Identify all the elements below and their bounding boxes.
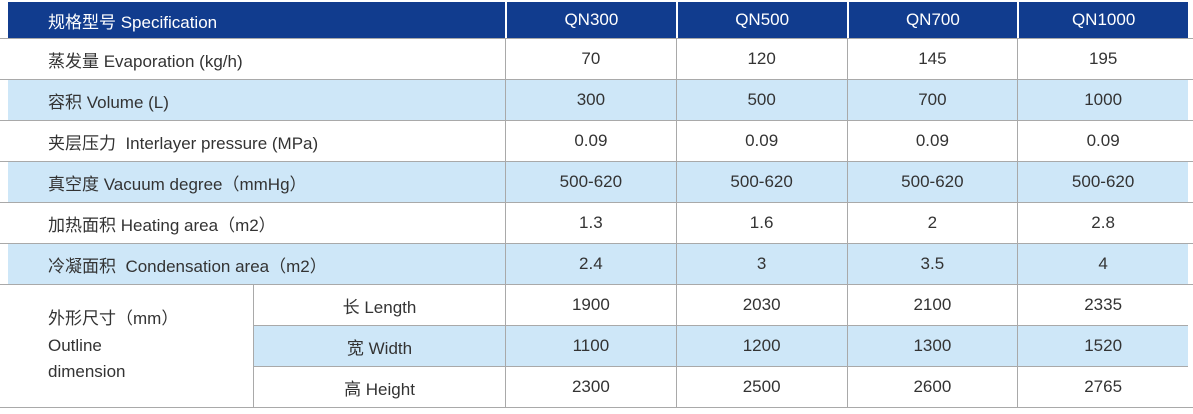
value-cell: 3.5 xyxy=(846,244,1018,284)
value-cell: 500-620 xyxy=(1017,162,1188,202)
value-cell: 300 xyxy=(505,80,676,120)
value-cell: 2030 xyxy=(675,285,847,325)
value-cell: 0.09 xyxy=(1017,121,1188,161)
dimension-group-label-line: Outline xyxy=(48,335,102,355)
column-header-qn500: QN500 xyxy=(675,2,847,38)
value-cell: 1100 xyxy=(505,326,676,366)
value-cell: 4 xyxy=(1017,244,1188,284)
table-row-length: 长 Length 1900 2030 2100 2335 xyxy=(253,285,1188,326)
header-label-cell: 规格型号 Specification xyxy=(8,2,505,38)
value-cell: 2.4 xyxy=(505,244,676,284)
value-cell: 195 xyxy=(1017,39,1188,79)
dimension-group-label-line: 外形尺寸（mm） xyxy=(48,309,179,329)
row-label-cell: 加热面积 Heating area（m2） xyxy=(8,203,505,243)
row-label-cell: 夹层压力 Interlayer pressure (MPa) xyxy=(8,121,505,161)
row-label-cell: 蒸发量 Evaporation (kg/h) xyxy=(8,39,505,79)
value-cell: 70 xyxy=(505,39,676,79)
value-cell: 2 xyxy=(846,203,1018,243)
value-cell: 1.3 xyxy=(505,203,676,243)
sub-label-cell: 长 Length xyxy=(253,285,505,325)
value-cell: 0.09 xyxy=(675,121,847,161)
value-cell: 1000 xyxy=(1017,80,1188,120)
value-cell: 2600 xyxy=(846,367,1018,407)
value-cell: 2300 xyxy=(505,367,676,407)
value-cell: 500 xyxy=(675,80,847,120)
dimension-rows: 长 Length 1900 2030 2100 2335 宽 Width 110… xyxy=(253,285,1188,407)
value-cell: 1900 xyxy=(505,285,676,325)
value-cell: 700 xyxy=(846,80,1018,120)
table-row-vacuum-degree: 真空度 Vacuum degree（mmHg） 500-620 500-620 … xyxy=(0,162,1193,203)
value-cell: 145 xyxy=(846,39,1018,79)
value-cell: 2335 xyxy=(1017,285,1188,325)
header-row: 规格型号 Specification QN300 QN500 QN700 QN1… xyxy=(0,2,1193,39)
sub-label-cell: 高 Height xyxy=(253,367,505,407)
table-row-evaporation: 蒸发量 Evaporation (kg/h) 70 120 145 195 xyxy=(0,39,1193,80)
table-row-heating-area: 加热面积 Heating area（m2） 1.3 1.6 2 2.8 xyxy=(0,203,1193,244)
value-cell: 2765 xyxy=(1017,367,1188,407)
value-cell: 3 xyxy=(675,244,847,284)
value-cell: 2500 xyxy=(675,367,847,407)
value-cell: 1520 xyxy=(1017,326,1188,366)
value-cell: 500-620 xyxy=(675,162,847,202)
table-row-height: 高 Height 2300 2500 2600 2765 xyxy=(253,367,1188,407)
row-label-cell: 容积 Volume (L) xyxy=(8,80,505,120)
row-label-cell: 真空度 Vacuum degree（mmHg） xyxy=(8,162,505,202)
table-row-volume: 容积 Volume (L) 300 500 700 1000 xyxy=(0,80,1193,121)
column-header-qn1000: QN1000 xyxy=(1017,2,1188,38)
value-cell: 0.09 xyxy=(846,121,1018,161)
table-row-condensation-area: 冷凝面积 Condensation area（m2） 2.4 3 3.5 4 xyxy=(0,244,1193,285)
dimension-group-label: 外形尺寸（mm） Outline dimension xyxy=(8,285,253,407)
value-cell: 0.09 xyxy=(505,121,676,161)
column-header-qn700: QN700 xyxy=(846,2,1018,38)
value-cell: 500-620 xyxy=(846,162,1018,202)
value-cell: 1300 xyxy=(846,326,1018,366)
row-label-cell: 冷凝面积 Condensation area（m2） xyxy=(8,244,505,284)
value-cell: 2100 xyxy=(846,285,1018,325)
value-cell: 1.6 xyxy=(675,203,847,243)
dimension-group-label-line: dimension xyxy=(48,362,126,382)
table-row-interlayer-pressure: 夹层压力 Interlayer pressure (MPa) 0.09 0.09… xyxy=(0,121,1193,162)
sub-label-cell: 宽 Width xyxy=(253,326,505,366)
value-cell: 1200 xyxy=(675,326,847,366)
value-cell: 120 xyxy=(675,39,847,79)
column-header-qn300: QN300 xyxy=(505,2,676,38)
value-cell: 2.8 xyxy=(1017,203,1188,243)
table-row-width: 宽 Width 1100 1200 1300 1520 xyxy=(253,326,1188,367)
value-cell: 500-620 xyxy=(505,162,676,202)
table-rowgroup-outline-dimension: 外形尺寸（mm） Outline dimension 长 Length 1900… xyxy=(0,285,1193,408)
